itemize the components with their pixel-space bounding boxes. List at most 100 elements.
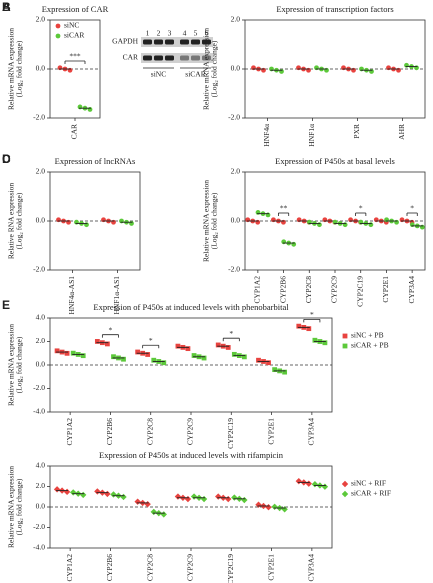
y-tick-label: 0.0 bbox=[36, 64, 46, 73]
dot bbox=[241, 354, 247, 360]
western-blot bbox=[141, 37, 213, 63]
y-tick-label: 0.0 bbox=[36, 360, 46, 369]
dot bbox=[145, 352, 151, 357]
dot bbox=[110, 491, 117, 498]
dot bbox=[70, 350, 76, 356]
chart-title: Expression of P450s at basal levels bbox=[275, 156, 395, 166]
blot-band bbox=[154, 55, 163, 61]
x-tick-label: CYP2B6 bbox=[105, 418, 114, 445]
blot-band bbox=[165, 39, 174, 45]
x-tick-label: CYP3A4 bbox=[307, 418, 316, 446]
blot-band bbox=[191, 39, 200, 45]
dot bbox=[63, 488, 71, 496]
y-axis-label: (Log₂ fold change) bbox=[210, 40, 219, 97]
dot bbox=[80, 491, 87, 499]
dot bbox=[231, 351, 237, 357]
lane-label: 4 bbox=[183, 29, 187, 38]
dot bbox=[312, 337, 318, 343]
panel-label: D bbox=[2, 152, 11, 166]
group-label: siCAR bbox=[185, 70, 205, 79]
blot-band bbox=[180, 55, 189, 61]
y-tick-label: -4.0 bbox=[33, 407, 45, 416]
dot bbox=[111, 354, 116, 360]
dot bbox=[53, 486, 61, 493]
y-tick-label: -2.0 bbox=[33, 265, 45, 274]
y-tick-label: 2.0 bbox=[36, 15, 46, 24]
y-axis-label: (Log₂ fold change) bbox=[15, 40, 24, 97]
blot-band bbox=[165, 55, 174, 61]
dot bbox=[311, 481, 319, 488]
dot bbox=[54, 348, 60, 354]
x-tick-label: PXR bbox=[352, 124, 361, 139]
sig-label: ** bbox=[280, 204, 288, 213]
dot bbox=[174, 493, 182, 500]
chart-title: Expression of lncRNAs bbox=[55, 156, 136, 166]
blot-band bbox=[143, 55, 152, 61]
dot bbox=[225, 345, 231, 350]
y-axis-label: Relative mRNA expression bbox=[202, 180, 211, 262]
blot-band bbox=[154, 39, 163, 45]
dot bbox=[175, 343, 181, 349]
dot bbox=[241, 496, 248, 504]
lane-label: 6 bbox=[205, 29, 209, 38]
dot bbox=[191, 353, 197, 358]
dot bbox=[135, 349, 141, 355]
legend-label: siCAR + PB bbox=[351, 341, 389, 350]
sig-label: *** bbox=[69, 52, 81, 61]
dot bbox=[160, 511, 167, 518]
y-tick-label: 0.0 bbox=[36, 216, 46, 225]
dot bbox=[282, 369, 288, 375]
x-tick-label: AHR bbox=[397, 124, 406, 140]
dot bbox=[341, 480, 349, 488]
chart-title: Expression of CAR bbox=[42, 4, 109, 14]
sig-label: * bbox=[359, 204, 363, 213]
chart-title: Expression of P450s at induced levels wi… bbox=[99, 450, 284, 460]
y-tick-label: 2.0 bbox=[36, 481, 46, 490]
chart-title: Expression of P450s at induced levels wi… bbox=[93, 302, 289, 312]
dot bbox=[94, 488, 101, 495]
x-tick-label: CYP2B6 bbox=[105, 554, 114, 581]
y-axis-label: Relative mRNA expression bbox=[7, 324, 16, 406]
dot bbox=[144, 500, 151, 508]
dot bbox=[134, 498, 141, 505]
y-axis-label: (Log₂ fold change) bbox=[15, 192, 24, 249]
legend-label: siCAR bbox=[64, 31, 84, 40]
legend-label: siNC + PB bbox=[351, 331, 384, 340]
dot bbox=[55, 33, 61, 39]
y-axis-label: Relative mRNA expression bbox=[7, 28, 16, 110]
dot bbox=[104, 490, 111, 498]
dot bbox=[161, 360, 167, 366]
y-tick-label: 2.0 bbox=[36, 167, 46, 176]
lane-label: 5 bbox=[194, 29, 198, 38]
band-label: GAPDH bbox=[112, 37, 138, 46]
blot-band bbox=[180, 39, 189, 45]
x-tick-label: CYP2C8 bbox=[145, 418, 154, 445]
sig-label: * bbox=[410, 204, 414, 213]
y-axis-label: (Log₂ fold change) bbox=[15, 336, 24, 393]
dot bbox=[184, 495, 192, 503]
dot bbox=[342, 343, 348, 349]
dot bbox=[215, 493, 222, 500]
dot bbox=[151, 357, 157, 363]
y-tick-label: -2.0 bbox=[33, 383, 45, 392]
blot-band bbox=[202, 39, 211, 45]
dot bbox=[321, 483, 329, 490]
lane-label: 1 bbox=[146, 29, 150, 38]
x-tick-label: HNF1α-AS1 bbox=[112, 276, 121, 315]
dot bbox=[341, 490, 349, 498]
x-tick-label: CYP2C19 bbox=[355, 276, 364, 307]
dot bbox=[201, 355, 207, 361]
panel-label: B bbox=[2, 0, 11, 14]
dot bbox=[342, 333, 348, 339]
legend-label: siNC + RIF bbox=[351, 479, 386, 488]
lane-label: 2 bbox=[157, 29, 161, 38]
x-tick-label: CYP2C8 bbox=[145, 554, 154, 581]
dot bbox=[150, 508, 157, 516]
dot bbox=[296, 323, 302, 329]
sig-label: * bbox=[109, 325, 113, 334]
sig-label: * bbox=[149, 336, 153, 345]
x-tick-label: CYP2C9 bbox=[330, 276, 339, 303]
dot bbox=[64, 350, 70, 356]
y-tick-label: 0.0 bbox=[231, 216, 241, 225]
dot bbox=[281, 506, 288, 513]
